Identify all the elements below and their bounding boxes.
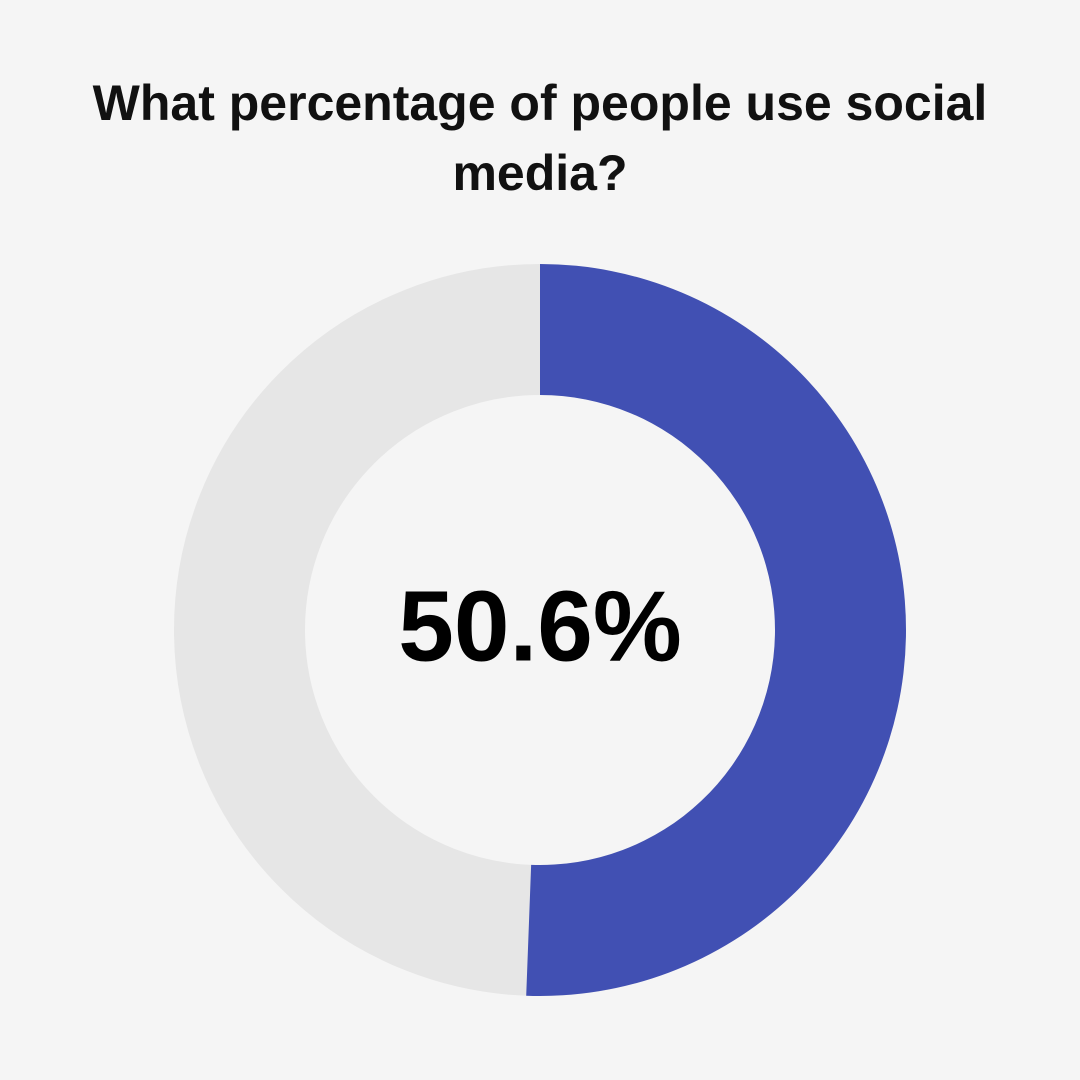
center-label: 50.6% [398,570,682,682]
chart-title: What percentage of people use social med… [92,75,988,201]
donut-segment [526,264,907,996]
